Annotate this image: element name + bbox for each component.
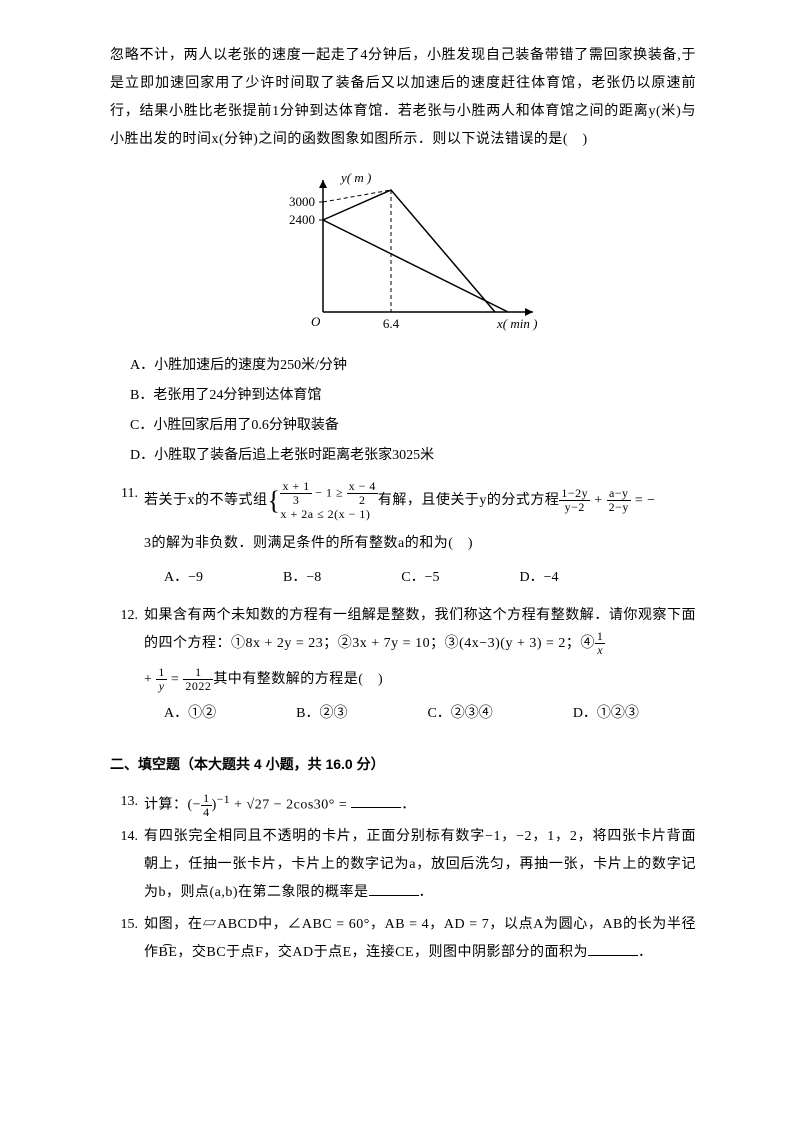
svg-text:2400: 2400	[289, 212, 315, 227]
q12-opt-c: C．②③④	[427, 700, 492, 728]
q10-stem-text: 忽略不计，两人以老张的速度一起走了4分钟后，小胜发现自己装备带错了需回家换装备,…	[110, 48, 696, 147]
q13-d: ．	[401, 797, 416, 812]
q11-num: 11.	[110, 480, 138, 508]
q12-p3: =	[167, 672, 183, 687]
q11-sys1-den: 3	[280, 494, 311, 507]
q11-sys1-mid: − 1 ≥	[315, 485, 343, 499]
q13-fd: 4	[201, 806, 212, 819]
q12-p4: 其中有整数解的方程是( )	[213, 672, 383, 687]
section-2-title: 二、填空题（本大题共 4 小题，共 16.0 分）	[110, 750, 696, 778]
q11-options: A．−9 B．−8 C．−5 D．−4	[164, 564, 696, 592]
q11-sys1-num: x + 1	[280, 480, 311, 494]
q11: 11. 若关于x的不等式组{ x + 13 − 1 ≥ x − 42 x + 2…	[110, 480, 696, 592]
blank-input[interactable]	[588, 942, 638, 956]
q11-post1: 有解，且使关于y的分式方程	[378, 493, 560, 508]
q11-opt-b: B．−8	[283, 564, 321, 592]
q12-num: 12.	[110, 602, 138, 630]
q11-opt-a: A．−9	[164, 564, 203, 592]
q13-a: 计算：(−	[144, 797, 201, 812]
q11-f1d: y−2	[559, 501, 590, 514]
q14: 14. 有四张完全相同且不透明的卡片，正面分别标有数字−1，−2，1，2，将四张…	[110, 823, 696, 907]
q12-opt-b: B．②③	[296, 700, 347, 728]
q10-options: A．小胜加速后的速度为250米/分钟 B．老张用了24分钟到达体育馆 C．小胜回…	[130, 352, 696, 470]
q11-f1n: 1−2y	[559, 487, 590, 501]
q12-f2d: y	[156, 680, 167, 693]
blank-input[interactable]	[351, 794, 401, 808]
q11-line2: 3的解为非负数．则满足条件的所有整数a的和为( )	[144, 530, 696, 558]
q12-f1d: x	[595, 644, 606, 657]
q13-fn: 1	[201, 792, 212, 806]
q10-opt-a: A．小胜加速后的速度为250米/分钟	[130, 352, 696, 380]
q11-opt-d: D．−4	[519, 564, 558, 592]
blank-input[interactable]	[369, 882, 419, 896]
q11-sys2: x + 2a ≤ 2(x − 1)	[280, 507, 377, 521]
q14-num: 14.	[110, 823, 138, 851]
q11-sys1-den2: 2	[347, 494, 378, 507]
q13-num: 13.	[110, 788, 138, 816]
svg-text:3000: 3000	[289, 194, 315, 209]
chart-container: 3000 2400 6.4 y( m ) x( min ) O	[110, 162, 696, 342]
q11-pre: 若关于x的不等式组	[144, 493, 268, 508]
q11-f2d: 2−y	[607, 501, 631, 514]
q12: 12. 如果含有两个未知数的方程有一组解是整数，我们称这个方程有整数解．请你观察…	[110, 602, 696, 728]
svg-text:O: O	[311, 314, 321, 329]
q14-body: 有四张完全相同且不透明的卡片，正面分别标有数字−1，−2，1，2，将四张卡片背面…	[144, 823, 696, 907]
q11-plus: +	[590, 493, 606, 508]
q13-body: 计算：(−14)−1 + √27 − 2cos30° = ．	[144, 788, 696, 820]
q11-opt-c: C．−5	[401, 564, 439, 592]
q12-f3d: 2022	[183, 680, 213, 693]
brace-icon: {	[268, 486, 281, 515]
q13-sup: −1	[217, 793, 230, 806]
q12-f3n: 1	[183, 666, 213, 680]
q15: 15. 如图，在▱ABCD中，∠ABC = 60°，AB = 4，AD = 7，…	[110, 911, 696, 967]
q13: 13. 计算：(−14)−1 + √27 − 2cos30° = ．	[110, 788, 696, 820]
q15-body: 如图，在▱ABCD中，∠ABC = 60°，AB = 4，AD = 7，以点A为…	[144, 911, 696, 967]
q12-opt-d: D．①②③	[573, 700, 639, 728]
q12-p1: 如果含有两个未知数的方程有一组解是整数，我们称这个方程有整数解．请你观察下面的四…	[144, 608, 696, 651]
q15-num: 15.	[110, 911, 138, 939]
q12-f1n: 1	[595, 630, 606, 644]
q12-p2: +	[144, 672, 156, 687]
q10-opt-b: B．老张用了24分钟到达体育馆	[130, 382, 696, 410]
q11-sys1-num2: x − 4	[347, 480, 378, 494]
svg-text:y( m ): y( m )	[339, 170, 371, 185]
q10-opt-c: C．小胜回家后用了0.6分钟取装备	[130, 412, 696, 440]
q12-options: A．①② B．②③ C．②③④ D．①②③	[164, 700, 696, 728]
q15-text2: ．	[638, 945, 653, 960]
q14-text2: ．	[419, 885, 434, 900]
q10-stem: 忽略不计，两人以老张的速度一起走了4分钟后，小胜发现自己装备带错了需回家换装备,…	[110, 42, 696, 154]
q10-opt-d: D．小胜取了装备后追上老张时距离老张家3025米	[130, 442, 696, 470]
svg-text:x( min ): x( min )	[496, 316, 537, 331]
q12-body: 如果含有两个未知数的方程有一组解是整数，我们称这个方程有整数解．请你观察下面的四…	[144, 602, 696, 728]
q12-f2n: 1	[156, 666, 167, 680]
svg-text:6.4: 6.4	[383, 316, 400, 331]
q12-opt-a: A．①②	[164, 700, 216, 728]
q13-c: + √27 − 2cos30° =	[230, 797, 351, 812]
distance-time-chart: 3000 2400 6.4 y( m ) x( min ) O	[253, 162, 553, 342]
q11-eq: = −	[631, 493, 656, 508]
q11-f2n: a−y	[607, 487, 631, 501]
q11-body: 若关于x的不等式组{ x + 13 − 1 ≥ x − 42 x + 2a ≤ …	[144, 480, 696, 592]
